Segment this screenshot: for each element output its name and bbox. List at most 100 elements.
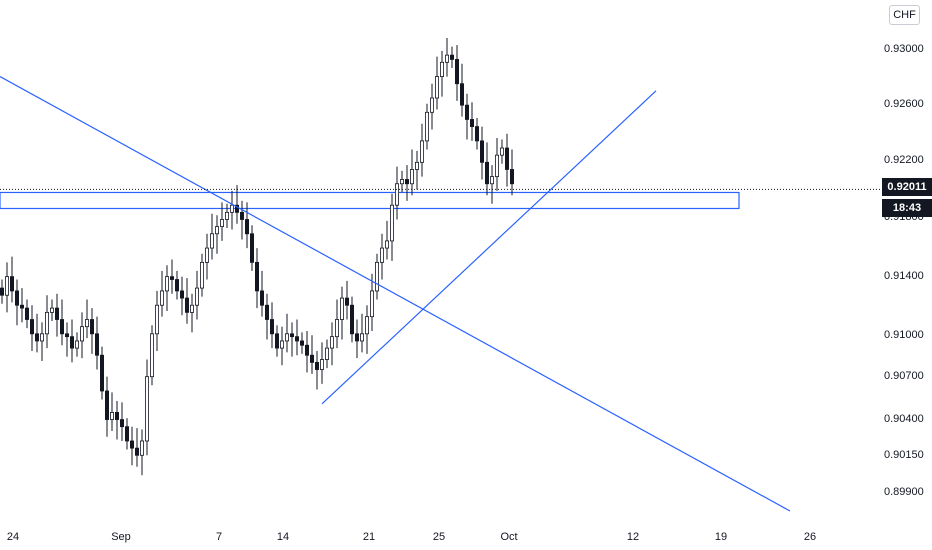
price-axis[interactable]: 0.930000.926000.922000.918000.914000.910…	[884, 43, 924, 498]
candle	[389, 193, 394, 261]
candle	[95, 316, 100, 370]
candle	[70, 319, 75, 363]
candle	[209, 213, 214, 260]
x-tick-label: 21	[363, 531, 375, 543]
candle	[449, 46, 454, 69]
candle	[224, 203, 229, 229]
candle	[309, 335, 314, 374]
candle	[110, 392, 115, 431]
candle	[374, 253, 379, 300]
candle	[349, 296, 354, 343]
candle	[479, 126, 484, 180]
candle	[299, 332, 304, 354]
candle	[219, 202, 224, 241]
candle	[454, 45, 459, 101]
candle	[144, 359, 149, 456]
x-tick-label: 19	[715, 531, 727, 543]
candle	[169, 259, 174, 294]
candle	[404, 165, 409, 201]
candle	[434, 56, 439, 110]
candle	[399, 170, 404, 193]
candle	[444, 37, 449, 77]
candle	[90, 308, 95, 354]
candle	[429, 83, 434, 130]
candle	[294, 319, 299, 356]
candle	[284, 313, 289, 353]
candle	[329, 322, 334, 366]
candle	[55, 293, 60, 337]
candle	[499, 139, 504, 164]
candle	[5, 262, 10, 313]
candle	[334, 299, 339, 349]
candle	[85, 299, 90, 339]
candle	[134, 428, 139, 467]
time-axis[interactable]: 24 Sep 7 14 21 25 Oct 12 19 26	[7, 531, 816, 543]
candle	[194, 270, 199, 320]
candle	[464, 93, 469, 140]
candle	[115, 400, 120, 440]
candle	[504, 133, 509, 187]
candle	[60, 299, 65, 346]
candle	[484, 142, 489, 196]
candle	[184, 278, 189, 324]
candle	[359, 313, 364, 353]
candle	[80, 312, 85, 359]
candle	[459, 63, 464, 117]
candle	[414, 150, 419, 190]
candle	[229, 190, 234, 230]
y-tick-label: 0.90400	[884, 413, 924, 425]
candle	[259, 270, 264, 317]
candle	[279, 326, 284, 366]
candle	[364, 305, 369, 354]
candle	[409, 149, 414, 196]
candle	[65, 322, 70, 357]
candle	[50, 299, 55, 321]
candle	[419, 123, 424, 177]
candle	[239, 200, 244, 240]
descending-trendline[interactable]	[0, 76, 791, 512]
candle	[164, 265, 169, 311]
y-tick-label: 0.90700	[884, 370, 924, 382]
candle	[204, 233, 209, 280]
candle	[439, 50, 444, 97]
candle	[379, 233, 384, 280]
candle	[0, 279, 4, 304]
y-tick-label: 0.92600	[884, 98, 924, 110]
candle	[199, 253, 204, 297]
x-tick-label: 12	[627, 531, 639, 543]
candle	[509, 149, 514, 196]
x-tick-label: 7	[216, 531, 222, 543]
candle	[214, 215, 219, 254]
candle	[9, 256, 14, 303]
x-tick-label: Sep	[111, 531, 131, 543]
candle	[269, 302, 274, 349]
y-tick-label: 0.90150	[884, 449, 924, 461]
candle	[179, 276, 184, 316]
countdown-tag: 18:43	[882, 199, 932, 217]
ascending-trendline[interactable]	[321, 90, 657, 405]
x-tick-label: 25	[433, 531, 445, 543]
candle	[369, 273, 374, 331]
candle	[314, 350, 319, 390]
candle	[159, 270, 164, 317]
x-tick-label: 14	[277, 531, 289, 543]
candle	[354, 319, 359, 359]
candle	[29, 305, 34, 351]
candle	[154, 290, 159, 351]
candle	[489, 165, 494, 204]
support-zone[interactable]	[0, 191, 740, 210]
candle	[234, 185, 239, 224]
candle	[120, 402, 125, 441]
candle	[494, 138, 499, 191]
currency-label[interactable]: CHF	[889, 5, 920, 25]
plot-area	[0, 37, 880, 512]
candle	[324, 339, 329, 369]
y-tick-label: 0.91000	[884, 329, 924, 341]
y-tick-label: 0.92200	[884, 154, 924, 166]
candle	[45, 295, 50, 349]
candle	[274, 325, 279, 357]
candle	[125, 418, 130, 450]
x-tick-label: Oct	[500, 531, 517, 543]
candle	[189, 293, 194, 333]
